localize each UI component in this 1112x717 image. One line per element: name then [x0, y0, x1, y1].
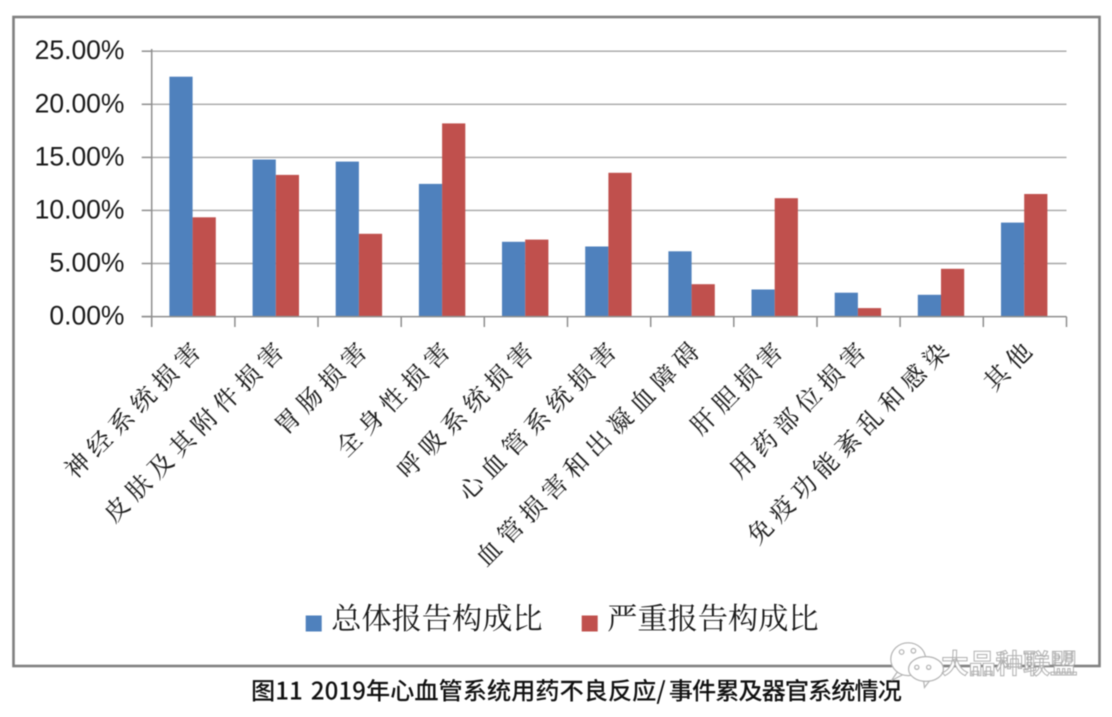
svg-text:20.00%: 20.00% [35, 88, 125, 118]
svg-text:5.00%: 5.00% [49, 248, 124, 278]
svg-text:25.00%: 25.00% [35, 35, 125, 65]
svg-text:10.00%: 10.00% [35, 194, 125, 224]
svg-text:0.00%: 0.00% [49, 301, 124, 331]
svg-text:15.00%: 15.00% [35, 141, 125, 171]
